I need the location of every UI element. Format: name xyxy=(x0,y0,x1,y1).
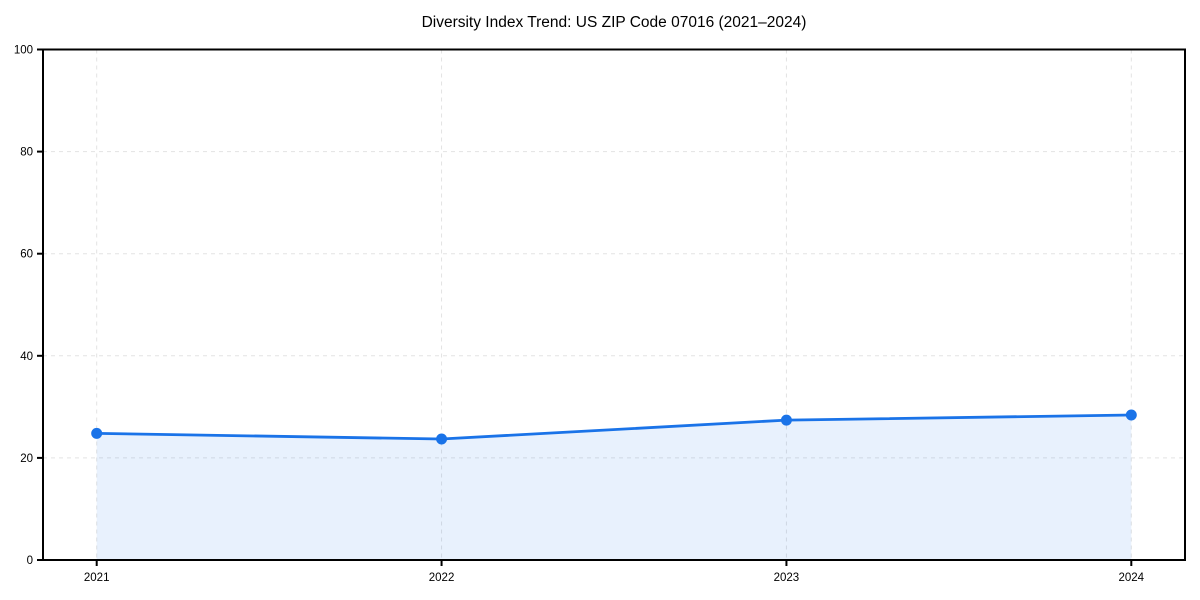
x-tick-label-2021: 2021 xyxy=(84,572,110,584)
y-tick-label-40: 40 xyxy=(20,351,33,363)
chart-title: Diversity Index Trend: US ZIP Code 07016… xyxy=(422,14,807,31)
data-point-2023 xyxy=(780,414,792,426)
gridlines xyxy=(43,49,1185,560)
tick-label-layer: 0 20 40 60 80 100 2021 2022 2023 2024 xyxy=(14,45,1145,585)
y-tick-label-80: 80 xyxy=(20,147,33,159)
area-fill xyxy=(96,415,1132,560)
x-tick-label-2024: 2024 xyxy=(1119,572,1145,584)
area-fill-layer xyxy=(96,415,1132,560)
trend-line-layer xyxy=(95,413,1133,441)
y-tick-label-0: 0 xyxy=(27,555,33,567)
y-tick-label-100: 100 xyxy=(14,45,33,57)
data-point-2021 xyxy=(91,427,103,439)
axes-layer xyxy=(37,48,1186,566)
y-tick-label-20: 20 xyxy=(20,453,33,465)
plot-frame xyxy=(42,48,1186,561)
trend-line xyxy=(95,413,1133,441)
x-tick-label-2022: 2022 xyxy=(429,572,455,584)
data-point-layer xyxy=(91,409,1137,445)
y-tick-label-60: 60 xyxy=(20,249,33,261)
data-point-2022 xyxy=(436,433,448,445)
x-tick-label-2023: 2023 xyxy=(774,572,800,584)
data-point-2024 xyxy=(1125,409,1137,421)
